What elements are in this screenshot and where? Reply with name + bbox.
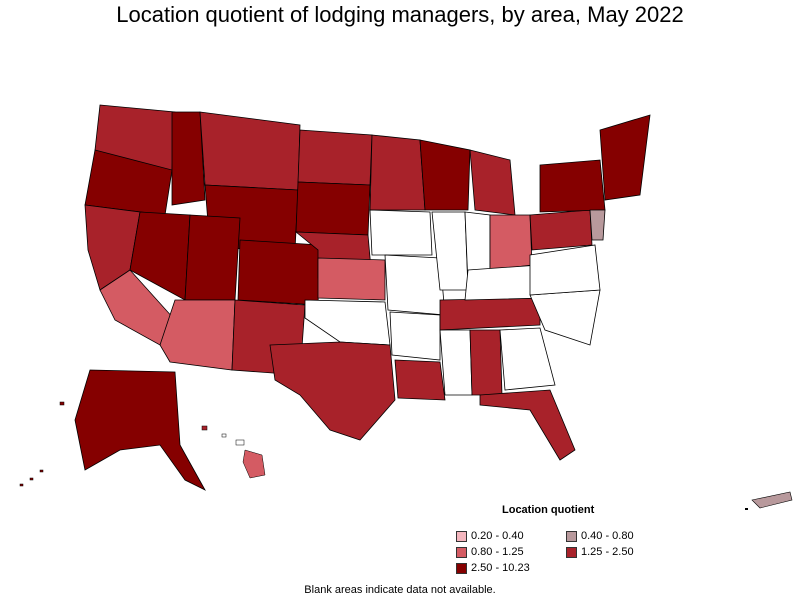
- region-hawaii: [201, 425, 266, 479]
- legend-item-3: 1.25 - 2.50: [566, 546, 634, 558]
- region-pennsylvania: [529, 209, 593, 251]
- region-georgia: [499, 327, 556, 391]
- region-mississippi: [439, 329, 473, 396]
- legend-item-0: 0.20 - 0.40: [456, 530, 524, 542]
- region-oklahoma: [304, 299, 391, 346]
- region-tennessee: [439, 297, 541, 331]
- legend-label-0: 0.20 - 0.40: [471, 530, 524, 542]
- legend-label-2: 0.80 - 1.25: [471, 546, 524, 558]
- legend-title: Location quotient: [502, 504, 595, 516]
- legend-item-1: 0.40 - 0.80: [566, 530, 634, 542]
- region-south-dakota: [295, 181, 371, 236]
- region-kansas: [317, 257, 386, 301]
- aleutian-islands: [19, 401, 65, 487]
- region-arkansas: [389, 311, 441, 361]
- region-alaska: [74, 369, 206, 491]
- legend-label-4: 2.50 - 10.23: [471, 562, 530, 574]
- region-new-york: [539, 159, 606, 213]
- region-florida: [479, 389, 576, 461]
- region-north-dakota: [297, 129, 373, 186]
- legend-swatch-2: [456, 546, 467, 558]
- region-michigan: [469, 149, 516, 216]
- region-montana: [199, 111, 301, 191]
- region-alabama: [469, 329, 503, 396]
- legend-swatch-3: [566, 546, 577, 558]
- footnote: Blank areas indicate data not available.: [304, 584, 496, 596]
- legend-item-2: 0.80 - 1.25: [456, 546, 524, 558]
- region-utah: [184, 214, 241, 301]
- region-louisiana: [394, 359, 446, 401]
- legend-swatch-1: [566, 530, 577, 542]
- legend-label-3: 1.25 - 2.50: [581, 546, 634, 558]
- legend-label-1: 0.40 - 0.80: [581, 530, 634, 542]
- region-ohio: [489, 214, 533, 271]
- region-texas: [269, 341, 396, 441]
- region-minnesota: [369, 134, 426, 211]
- region-puerto-rico: [751, 491, 793, 509]
- region-virginia: [529, 244, 601, 296]
- region-idaho: [171, 111, 206, 206]
- map-title: Location quotient of lodging managers, b…: [116, 2, 684, 27]
- region-wisconsin: [419, 139, 471, 211]
- legend-item-4: 2.50 - 10.23: [456, 562, 530, 574]
- legend-swatch-4: [456, 562, 467, 574]
- region-colorado: [237, 239, 321, 306]
- region-arizona: [159, 299, 236, 371]
- region-new-jersey: [589, 209, 606, 241]
- region-missouri: [384, 254, 446, 316]
- legend-swatch-0: [456, 530, 467, 542]
- region-iowa: [369, 209, 433, 256]
- region-new-england: [599, 114, 651, 201]
